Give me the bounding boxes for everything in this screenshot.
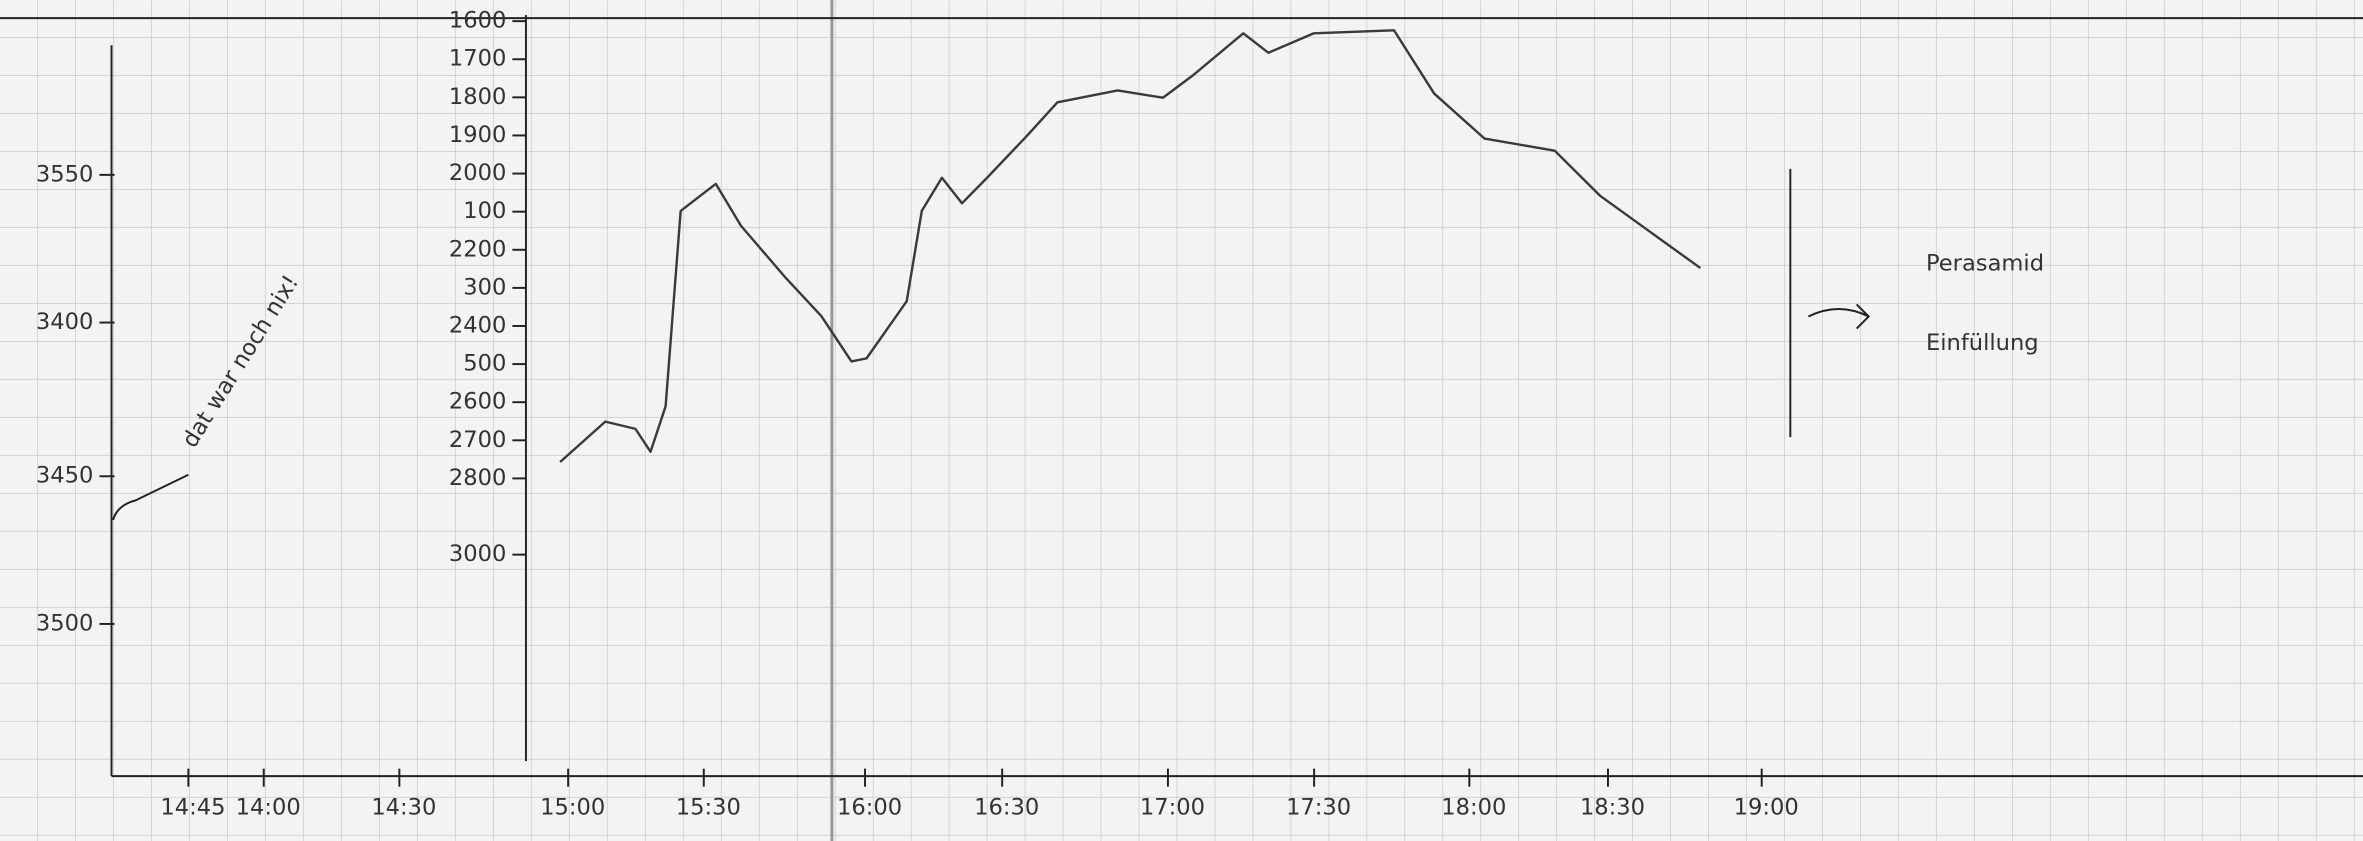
x-tick-label: 15:00 bbox=[540, 794, 605, 820]
x-tick-label: 16:00 bbox=[837, 794, 902, 820]
y-tick-label: 100 bbox=[463, 198, 506, 224]
y-tick-label: 2700 bbox=[449, 427, 506, 453]
y-tick-label: 1900 bbox=[449, 122, 506, 148]
y-tick-label: 1600 bbox=[449, 8, 506, 34]
left-tick-label: 3500 bbox=[36, 610, 94, 636]
y-tick-label: 2200 bbox=[449, 236, 506, 262]
y-tick-label: 2800 bbox=[449, 465, 506, 491]
annotation: Einfüllung bbox=[1926, 330, 2039, 356]
y-tick-label: 500 bbox=[463, 351, 506, 377]
x-tick-label: 15:30 bbox=[676, 794, 741, 820]
x-tick-label: 14:00 bbox=[236, 794, 301, 820]
left-tick-label: 3550 bbox=[36, 161, 94, 187]
annotation: Perasamid bbox=[1926, 250, 2044, 276]
x-tick-label: 17:00 bbox=[1140, 794, 1205, 820]
y-tick-label: 1700 bbox=[449, 46, 506, 72]
data-line bbox=[559, 29, 1702, 463]
x-tick-label: 14:30 bbox=[371, 794, 436, 820]
arrow bbox=[1807, 303, 1871, 330]
left-tick-label: 3450 bbox=[36, 463, 94, 489]
y-tick-label: 2000 bbox=[449, 160, 506, 186]
y-tick-label: 1800 bbox=[449, 84, 506, 110]
left-tick-label: 3400 bbox=[36, 309, 94, 335]
y-tick-label: 2400 bbox=[449, 312, 506, 338]
x-tick-label: 17:30 bbox=[1286, 794, 1351, 820]
x-tick-label: 14:45 bbox=[160, 794, 225, 820]
y-tick-label: 300 bbox=[463, 274, 506, 300]
y-tick-label: 3000 bbox=[449, 541, 506, 567]
x-tick-label: 16:30 bbox=[974, 794, 1039, 820]
x-tick-label: 18:00 bbox=[1441, 794, 1506, 820]
early-trace bbox=[112, 473, 189, 521]
x-tick-label: 19:00 bbox=[1734, 794, 1799, 820]
y-tick-label: 2600 bbox=[449, 389, 506, 415]
x-tick-label: 18:30 bbox=[1580, 794, 1645, 820]
